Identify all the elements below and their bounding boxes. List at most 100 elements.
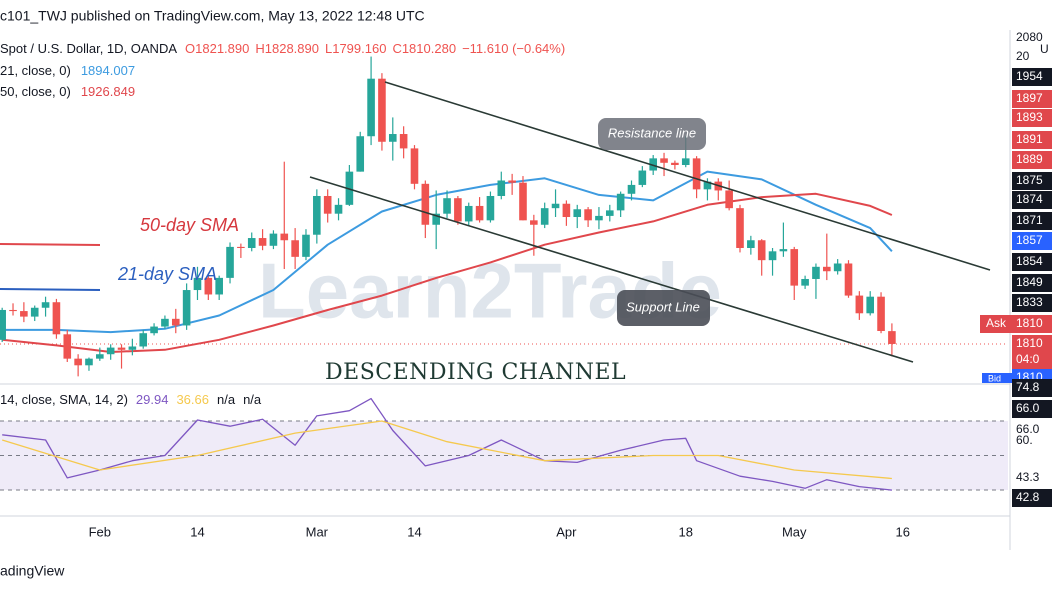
annotation-21-sma: 21-day SMA (117, 264, 217, 284)
price-axis-label: 1854 (1016, 254, 1043, 268)
candle-body (74, 358, 82, 366)
candle-body (367, 78, 375, 137)
resistance-label: Resistance line (608, 125, 696, 140)
bid-tag (982, 373, 1012, 383)
candle-body (52, 302, 61, 335)
candle-body (508, 180, 516, 183)
rsi-legend-name: 14, close, SMA, 14, 2) (0, 392, 128, 407)
symbol-legend: Spot / U.S. Dollar, 1D, OANDA O1821.890 H1… (0, 41, 565, 56)
rsi-ma-line (2, 420, 892, 480)
candle-body (171, 318, 180, 326)
rsi-tag (1012, 489, 1052, 507)
candle-body (193, 277, 202, 291)
candle-body (844, 263, 853, 296)
candle-body (519, 182, 527, 221)
candle-body (866, 296, 875, 314)
candle-body (443, 198, 451, 214)
price-tag (1012, 151, 1052, 169)
candle-body (432, 213, 440, 225)
candle-body (671, 162, 679, 166)
candle-body (833, 263, 842, 272)
price-axis-label: 1810 (1016, 316, 1043, 330)
candle-body (497, 180, 506, 196)
candle-body (551, 203, 560, 209)
price-tag (1012, 335, 1052, 353)
candle-body (226, 246, 234, 278)
rsi-axis-label: 66.0 (1016, 401, 1040, 415)
candle-body (378, 78, 386, 142)
ohlc-value: H1828.890 (255, 41, 319, 56)
candle-body (269, 233, 278, 246)
x-tick-label: 14 (407, 524, 421, 539)
symbol-name: Spot / U.S. Dollar, 1D, OANDA (0, 41, 177, 56)
price-axis-label: 1875 (1016, 173, 1043, 187)
rsi-axis-label: 43.3 (1016, 470, 1040, 484)
ohlc-value: −11.610 (−0.64%) (462, 41, 565, 56)
price-tag (1012, 191, 1052, 209)
rsi-tag (1012, 379, 1052, 397)
candle-body (421, 183, 430, 225)
price-axis-label: 1874 (1016, 192, 1043, 206)
candle-body (280, 233, 289, 241)
sma-legend-value: 1926.849 (81, 84, 135, 99)
candle-body (356, 136, 365, 172)
price-axis-label: 1849 (1016, 275, 1043, 289)
rsi-axis-label: 60. (1016, 433, 1033, 447)
candle-body (182, 290, 191, 326)
candle-body (410, 148, 419, 184)
rsi-axis-label: 74.8 (1016, 380, 1040, 394)
rsi-line (2, 397, 892, 491)
candle-body (790, 249, 799, 286)
candle-body (888, 331, 896, 344)
ohlc-value: O1821.890 (185, 41, 249, 56)
price-tag (1012, 212, 1052, 230)
red-level-line (0, 243, 101, 246)
x-tick-label: 18 (679, 524, 693, 539)
rsi-tag (1012, 400, 1052, 418)
candle-body (128, 346, 137, 350)
candle-body (150, 326, 158, 334)
candle-body (30, 307, 39, 317)
candle-body (812, 266, 820, 279)
candle-body (215, 277, 223, 295)
price-tag (1012, 253, 1052, 271)
price-axis-label: 1893 (1016, 110, 1043, 124)
candle-body (388, 134, 397, 142)
sma-legend-name: 50, close, 0) (0, 84, 71, 99)
candle-body (725, 190, 733, 209)
candle-body (63, 334, 72, 359)
axis-unit: U (1040, 42, 1049, 56)
price-axis-label: 1897 (1016, 91, 1043, 105)
x-tick-label: Mar (306, 524, 329, 539)
candle-body (399, 134, 408, 149)
rsi-legend-value: 36.66 (176, 392, 209, 407)
candle-body (247, 238, 256, 248)
price-tag (1012, 315, 1052, 333)
candle-body (9, 309, 17, 312)
bid-label: Bid (988, 373, 1001, 383)
candle-body (573, 209, 582, 218)
price-axis-label: 1833 (1016, 295, 1043, 309)
candle-body (106, 347, 115, 355)
candle-body (96, 354, 104, 359)
candle-body (801, 278, 809, 286)
price-axis-label: 1871 (1016, 213, 1043, 227)
candle-body (855, 295, 864, 314)
price-tag (1012, 68, 1052, 86)
price-tag (1012, 131, 1052, 149)
x-tick-label: 14 (190, 524, 204, 539)
price-axis-label: 1891 (1016, 132, 1043, 146)
candle-body (757, 240, 766, 261)
support-label: Support Line (626, 299, 700, 314)
candle-body (475, 205, 484, 221)
rsi-legend-value: 29.94 (136, 392, 169, 407)
price-axis-label: 1810 (1016, 336, 1043, 350)
rsi-legend-value: n/a (217, 392, 236, 407)
candle-body (649, 158, 657, 171)
candle-body (0, 309, 6, 340)
candle-body (204, 277, 213, 295)
candle-body (464, 205, 473, 222)
price-axis-label: 20 (1016, 49, 1030, 63)
price-axis-label: 04:0 (1016, 352, 1040, 366)
